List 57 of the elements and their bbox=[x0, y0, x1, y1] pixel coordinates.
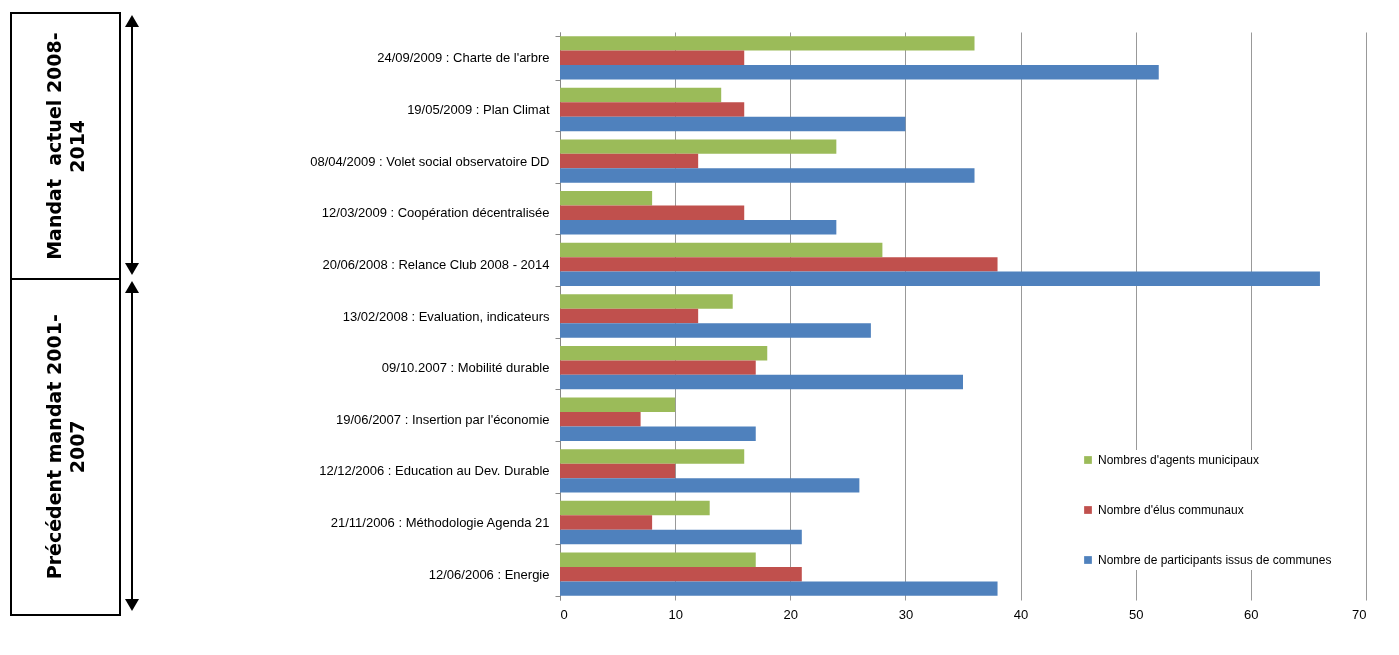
text: Précédent mandat 2001-2007 bbox=[42, 313, 89, 582]
bar bbox=[560, 426, 756, 441]
bar bbox=[560, 478, 860, 493]
y-tick-label: 24/09/2009 : Charte de l'arbre bbox=[377, 50, 550, 66]
y-tick-label: 19/05/2009 : Plan Climat bbox=[407, 101, 550, 117]
bar bbox=[560, 529, 802, 545]
y-tick-label: 12/03/2009 : Coopération décentralisée bbox=[321, 205, 550, 221]
bar bbox=[560, 345, 768, 361]
bar bbox=[560, 257, 998, 272]
bar bbox=[560, 515, 653, 530]
bar bbox=[560, 581, 998, 596]
x-tick-label: 30 bbox=[898, 606, 914, 622]
bar bbox=[560, 168, 975, 183]
bar bbox=[560, 463, 676, 479]
bar bbox=[560, 205, 745, 220]
bar bbox=[560, 36, 975, 51]
bar bbox=[560, 397, 676, 413]
x-tick-label: 0 bbox=[560, 606, 568, 622]
legend-label: Nombres d'agents municipaux bbox=[1098, 453, 1260, 467]
y-tick-label: 20/06/2008 : Relance Club 2008 - 2014 bbox=[322, 256, 550, 272]
bar bbox=[560, 308, 699, 324]
x-tick-label: 10 bbox=[668, 606, 683, 622]
y-tick-label: 08/04/2009 : Volet social observatoire DD bbox=[310, 153, 550, 169]
x-tick-label: 20 bbox=[783, 606, 799, 622]
bar bbox=[560, 153, 699, 169]
x-tick-label: 70 bbox=[1352, 606, 1367, 622]
legend-label: Nombre de participants issus de communes bbox=[1098, 553, 1332, 567]
bar bbox=[560, 50, 745, 66]
y-tick-label: 12/12/2006 : Education au Dev. Durable bbox=[319, 463, 550, 479]
bar bbox=[560, 65, 1159, 80]
y-tick-label: 19/06/2007 : Insertion par l'économie bbox=[335, 411, 550, 427]
bar bbox=[560, 116, 906, 132]
bar bbox=[560, 412, 641, 427]
bar bbox=[560, 219, 837, 235]
text: Mandat actuel 2008-2014 bbox=[42, 31, 89, 262]
bar bbox=[560, 294, 733, 309]
x-tick-label: 60 bbox=[1244, 606, 1259, 622]
bar bbox=[560, 552, 756, 567]
y-tick-label: 21/11/2006 : Méthodologie Agenda 21 bbox=[330, 515, 550, 531]
bar bbox=[560, 449, 745, 464]
y-tick-label: 09/10.2007 : Mobilité durable bbox=[381, 360, 550, 376]
bar bbox=[560, 323, 871, 338]
bar bbox=[560, 360, 756, 375]
bar bbox=[560, 374, 963, 390]
legend-label: Nombre d'élus communaux bbox=[1098, 503, 1244, 517]
bar bbox=[560, 500, 710, 516]
bar bbox=[560, 271, 1320, 287]
bar bbox=[560, 139, 837, 154]
bar bbox=[560, 191, 653, 206]
x-tick-label: 50 bbox=[1128, 606, 1144, 622]
bar bbox=[560, 87, 722, 103]
y-tick-label: 12/06/2006 : Energie bbox=[428, 566, 550, 582]
y-tick-label: 13/02/2008 : Evaluation, indicateurs bbox=[342, 308, 550, 324]
x-tick-label: 40 bbox=[1013, 606, 1029, 622]
bar bbox=[560, 566, 802, 582]
bar bbox=[560, 102, 745, 117]
bar bbox=[560, 242, 883, 258]
